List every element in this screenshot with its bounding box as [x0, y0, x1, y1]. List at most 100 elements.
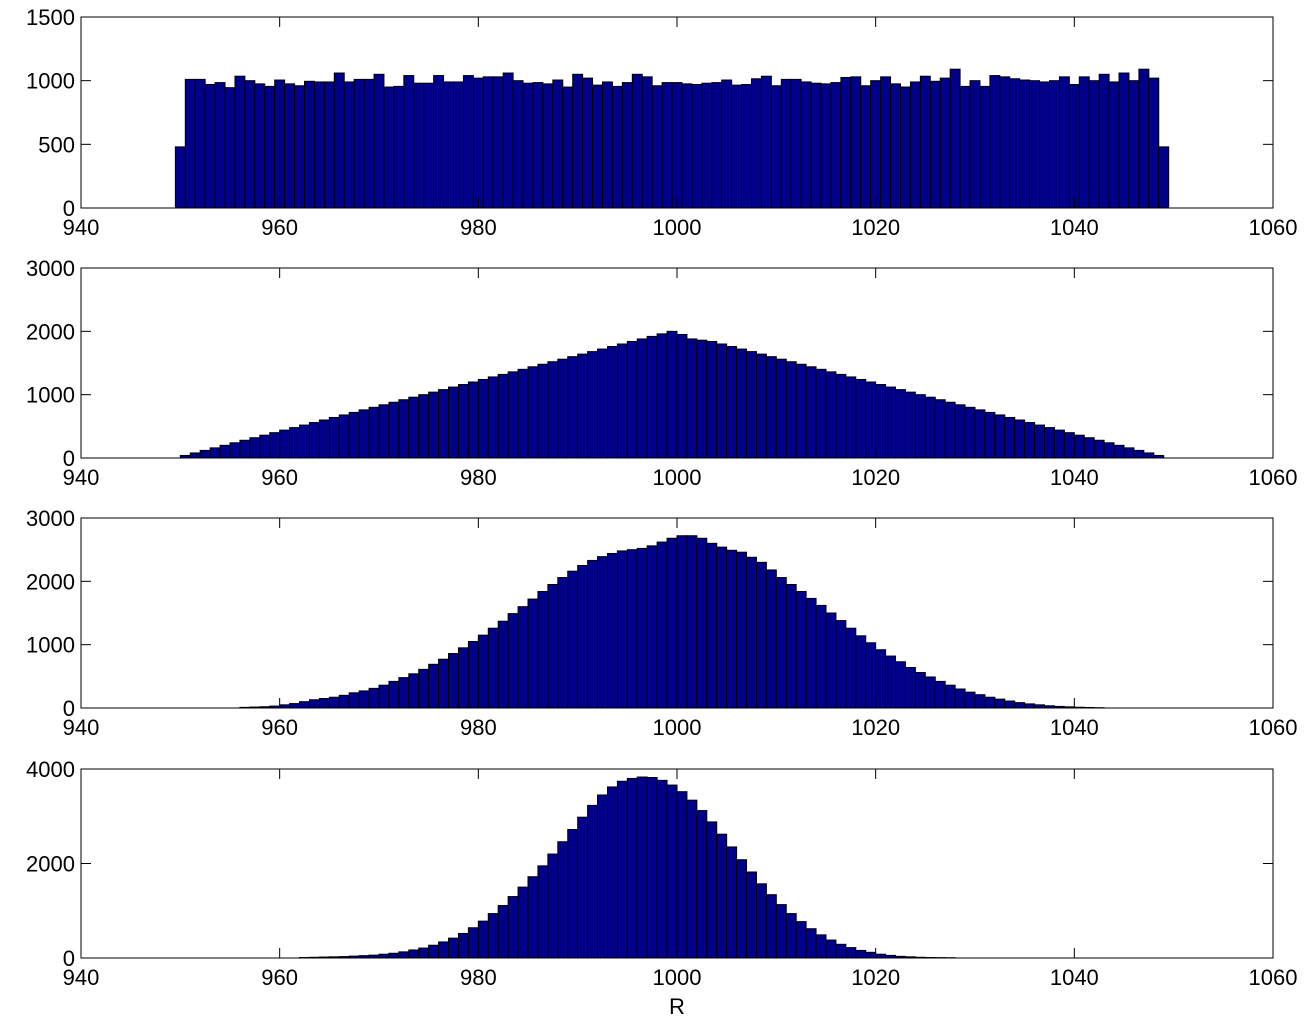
histogram-bar	[209, 447, 221, 459]
histogram-bar	[1053, 429, 1065, 459]
histogram-bar	[845, 947, 857, 959]
histogram-bar	[448, 386, 459, 459]
histogram-bar	[378, 404, 390, 459]
histogram-bar	[597, 348, 608, 459]
histogram-bar	[636, 776, 648, 959]
histogram-bar	[443, 81, 455, 209]
histogram-bar	[825, 939, 837, 959]
histogram-bar	[939, 77, 951, 209]
histogram-bar	[328, 696, 340, 709]
x-tick-label: 1020	[851, 215, 900, 240]
histogram-bar	[924, 676, 936, 709]
x-tick-label: 1060	[1249, 465, 1298, 490]
histogram-bar	[1004, 700, 1016, 709]
histogram-bar	[398, 399, 410, 459]
histogram-bar	[1073, 434, 1085, 459]
histogram-bar	[487, 376, 499, 459]
histogram-bar	[726, 846, 738, 959]
histogram-bar	[462, 75, 474, 209]
histogram-bar	[805, 366, 817, 459]
histogram-bar	[502, 72, 514, 209]
histogram-bar	[904, 391, 916, 459]
histogram-bar	[189, 452, 201, 459]
histogram-bar	[348, 411, 360, 459]
x-tick-label: 1040	[1050, 715, 1099, 740]
histogram-bar	[582, 77, 594, 209]
histogram-bar	[626, 549, 638, 709]
histogram-bar	[428, 663, 440, 709]
histogram-bar	[900, 86, 911, 209]
histogram-bar	[666, 784, 678, 959]
histogram-bar	[924, 396, 936, 459]
histogram-bar	[1113, 444, 1125, 459]
x-tick-label: 940	[63, 965, 100, 990]
histogram-bar	[1088, 80, 1100, 209]
histogram-bar	[760, 75, 772, 209]
histogram-bar	[621, 82, 633, 209]
x-tick-label: 940	[63, 715, 100, 740]
histogram-bar	[929, 80, 941, 209]
histogram-bar	[765, 356, 777, 459]
histogram-bar	[269, 432, 281, 459]
histogram-bar	[885, 655, 897, 709]
x-tick-label: 1000	[653, 465, 702, 490]
histogram-bar	[626, 340, 638, 459]
histogram-bar	[676, 334, 688, 459]
histogram-bar	[1024, 703, 1036, 709]
histogram-bar	[636, 547, 648, 709]
histogram-bar	[656, 779, 668, 959]
x-tick-label: 1060	[1249, 215, 1298, 240]
histogram-bar	[855, 378, 867, 459]
histogram-bar	[989, 75, 1001, 209]
histogram-bar	[1108, 81, 1120, 209]
histogram-bar	[855, 635, 867, 709]
histogram-bar	[820, 83, 832, 209]
histogram-bar	[785, 361, 797, 459]
histogram-bar	[567, 570, 579, 709]
histogram-bar	[775, 358, 787, 459]
histogram-bar	[1019, 79, 1031, 209]
x-tick-label: 1040	[1050, 965, 1099, 990]
y-tick-label: 3000	[26, 506, 75, 531]
histogram-bar	[552, 79, 564, 209]
histogram-bar	[825, 612, 837, 709]
histogram-bar	[795, 921, 807, 959]
histogram-bar	[184, 78, 196, 209]
histogram-bar	[805, 597, 817, 709]
histogram-bar	[467, 381, 479, 459]
histogram-bar	[438, 389, 450, 459]
histogram-bar	[1103, 442, 1115, 459]
histogram-bar	[1083, 437, 1095, 459]
histogram-bar	[815, 368, 827, 459]
x-tick-label: 980	[460, 465, 497, 490]
x-tick-label: 980	[460, 965, 497, 990]
histogram-bar	[1143, 452, 1155, 459]
histogram-bar	[726, 346, 738, 459]
histogram-bar	[880, 76, 892, 209]
histogram-bar	[517, 886, 529, 959]
histogram-bar	[1009, 78, 1021, 209]
histogram-bar	[974, 694, 986, 709]
histogram-bar	[994, 414, 1006, 459]
histogram-bar	[428, 391, 440, 459]
subplot-3: 940 960 980 1000 1020 1040 1060 0 1000 2000 3000	[26, 506, 1297, 740]
histogram-bar	[909, 81, 921, 209]
histogram-bar	[706, 821, 718, 959]
histogram-bar	[338, 694, 350, 709]
histogram-bar	[716, 546, 728, 709]
histogram-bar	[1138, 68, 1150, 209]
histogram-bar	[875, 953, 887, 959]
x-tick-label: 980	[460, 215, 497, 240]
histogram-bar	[438, 941, 450, 959]
histogram-bar	[805, 928, 817, 959]
y-tick-label: 1000	[26, 383, 75, 408]
histogram-bar	[616, 550, 628, 709]
histogram-bar	[527, 876, 539, 959]
histogram-bar	[979, 85, 991, 209]
histogram-bar	[249, 437, 261, 459]
histogram-bar	[388, 952, 400, 959]
histogram-bar	[746, 556, 757, 709]
histogram-bar	[174, 146, 186, 209]
histogram-bar	[577, 565, 589, 709]
histogram-bar	[393, 85, 405, 209]
